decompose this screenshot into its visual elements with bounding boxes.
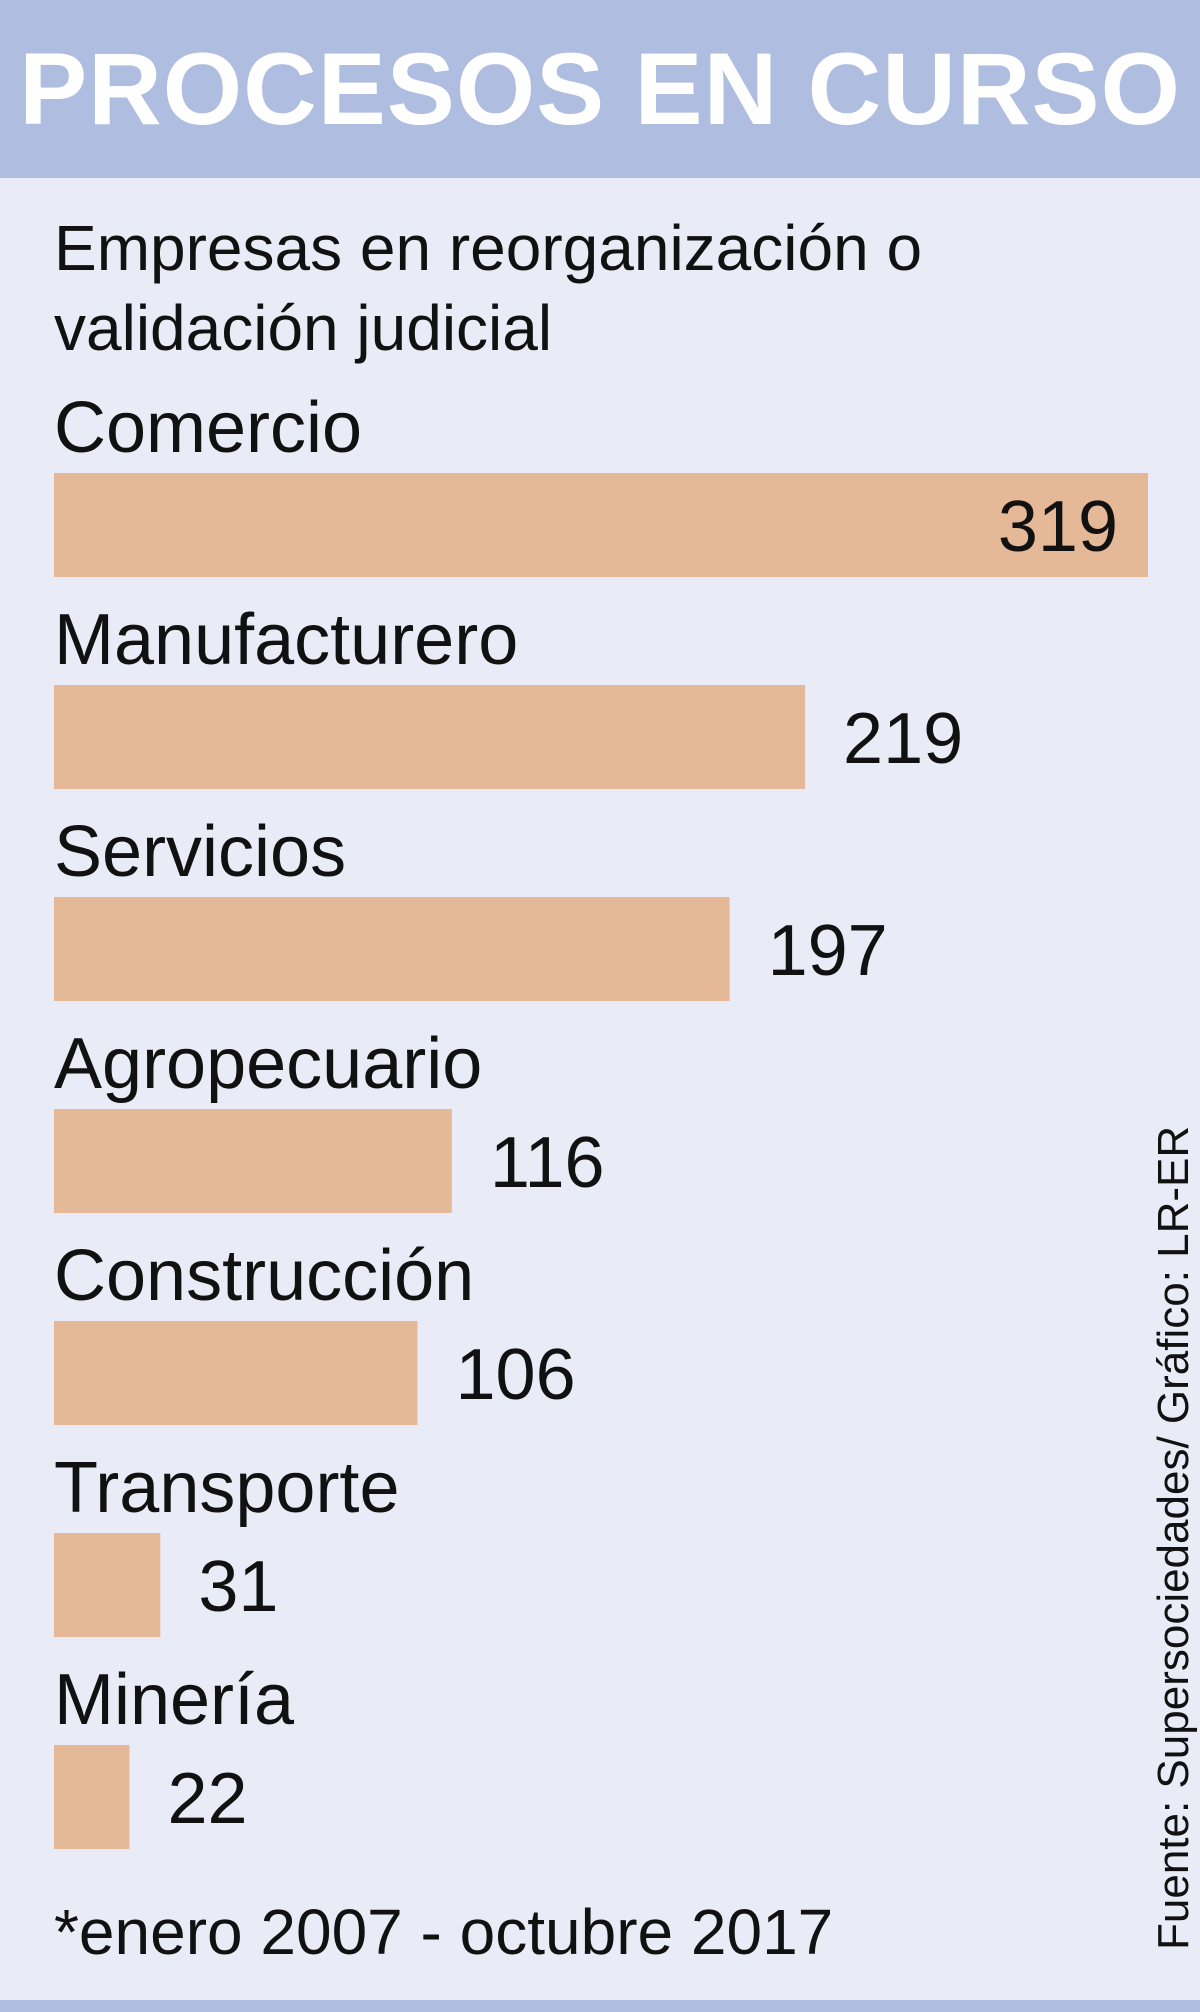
value-label-manufacturero: 219 [843,699,963,779]
chart-title: Empresas en reorganización o validación … [54,212,923,364]
bar-transporte [54,1533,161,1637]
bar-manufacturero [54,685,806,789]
category-label-transporte: Transporte [54,1448,399,1528]
page-title: PROCESOS EN CURSO [19,32,1181,146]
category-label-comercio: Comercio [54,388,362,468]
value-label-servicios: 197 [768,911,888,991]
category-label-mineria: Minería [54,1660,295,1740]
header-banner: PROCESOS EN CURSO [0,0,1200,178]
bar-construccion [54,1321,418,1425]
bottom-divider [0,2000,1200,2012]
category-label-servicios: Servicios [54,812,346,892]
value-label-comercio: 319 [998,487,1118,567]
value-label-transporte: 31 [198,1547,278,1627]
bar-servicios [54,897,730,1001]
footnote: *enero 2007 - octubre 2017 [54,1896,834,1968]
bar-mineria [54,1745,130,1849]
source-credit: Fuente: Supersociedades/ Gráfico: LR-ER [1149,1125,1198,1950]
bar-agropecuario [54,1109,452,1213]
value-label-mineria: 22 [167,1759,247,1839]
category-label-manufacturero: Manufacturero [54,600,518,680]
bar-comercio [54,473,1148,577]
category-label-agropecuario: Agropecuario [54,1024,482,1104]
category-label-construccion: Construcción [54,1236,474,1316]
value-label-agropecuario: 116 [490,1123,605,1203]
value-label-construccion: 106 [456,1335,576,1415]
